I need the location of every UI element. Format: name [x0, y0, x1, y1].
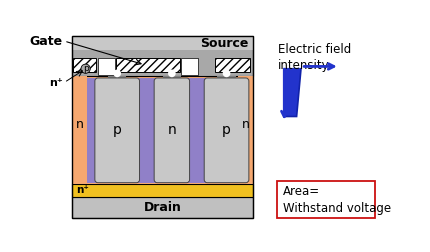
Text: n⁺: n⁺ — [49, 78, 62, 88]
Bar — [276, 181, 375, 218]
Text: p: p — [222, 123, 231, 137]
Bar — [72, 36, 254, 50]
Bar — [72, 184, 254, 197]
FancyBboxPatch shape — [154, 78, 190, 183]
Bar — [108, 76, 126, 89]
Text: Electric field
intensity: Electric field intensity — [278, 43, 351, 72]
Bar — [72, 76, 254, 184]
Bar — [98, 58, 115, 75]
Text: n: n — [168, 123, 176, 137]
Text: Drain: Drain — [144, 201, 181, 214]
Bar — [217, 76, 236, 89]
Text: n: n — [242, 118, 250, 132]
Text: Gate: Gate — [29, 35, 62, 48]
Circle shape — [223, 70, 230, 77]
Polygon shape — [163, 84, 181, 89]
Polygon shape — [108, 84, 126, 89]
Bar — [73, 58, 96, 72]
Text: n: n — [76, 118, 83, 132]
Circle shape — [81, 64, 90, 73]
Text: p: p — [83, 64, 89, 73]
Bar — [72, 36, 254, 218]
Bar — [181, 58, 198, 75]
Text: Area=
Withstand voltage: Area= Withstand voltage — [283, 185, 391, 215]
Bar — [72, 36, 254, 76]
Bar — [215, 58, 250, 72]
Polygon shape — [284, 67, 301, 116]
Bar — [72, 197, 254, 218]
Bar — [117, 58, 180, 72]
FancyBboxPatch shape — [204, 78, 249, 183]
Bar — [163, 76, 181, 89]
Circle shape — [168, 70, 176, 77]
Text: p: p — [113, 123, 122, 137]
Text: n⁺: n⁺ — [77, 185, 89, 195]
Bar — [81, 78, 244, 183]
Bar — [72, 76, 87, 184]
Polygon shape — [217, 84, 236, 89]
Text: Source: Source — [200, 37, 249, 50]
FancyBboxPatch shape — [95, 78, 139, 183]
Circle shape — [114, 70, 121, 77]
Bar — [238, 76, 253, 184]
